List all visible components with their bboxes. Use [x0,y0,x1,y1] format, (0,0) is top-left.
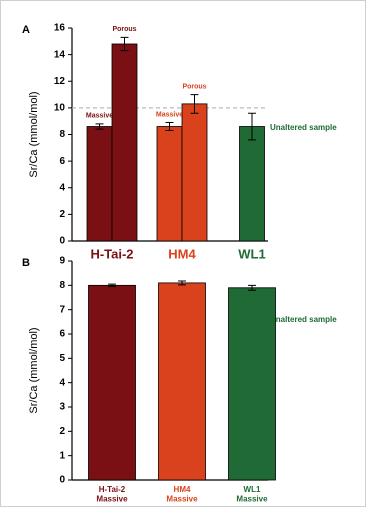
error-bar [165,122,174,132]
x-tick-label: H-Tai-2 [90,246,133,261]
panel-letter: A [22,24,30,36]
bar-label: Massive [156,111,183,118]
x-tick-label: HM4 [168,246,196,261]
x-tick-label: Massive [166,495,198,504]
y-tick-label: 8 [59,280,65,291]
y-axis-title: Sr/Ca (mmol/mol) [28,91,40,177]
y-tick-label: 0 [59,475,65,486]
bar [228,287,276,481]
bar [88,284,136,481]
y-tick-label: 9 [59,256,65,267]
y-tick-label: 0 [59,236,65,247]
bar-label: Porous [112,26,136,33]
y-tick-label: 6 [59,329,65,340]
y-tick-label: 4 [59,377,65,388]
y-tick-label: 16 [54,23,66,34]
y-axis-title: Sr/Ca (mmol/mol) [28,327,40,413]
x-tick-label: Massive [96,495,128,504]
y-tick-label: 10 [54,103,66,114]
error-bar [248,284,256,291]
x-tick-label: HM4 [174,485,191,494]
error-bar [120,36,129,52]
y-tick-label: 4 [59,182,65,193]
y-tick-label: 2 [59,209,65,220]
y-tick-label: 2 [59,426,65,437]
error-bar [190,94,199,114]
bar [156,126,183,242]
x-tick-label: WL1 [244,485,261,494]
bar-label: Massive [86,113,113,120]
error-bar [108,283,116,288]
y-tick-label: 8 [59,129,65,140]
bar [158,282,206,481]
error-bar [178,280,186,286]
bar [86,126,113,242]
bar-label: Porous [182,83,206,90]
y-tick-label: 12 [54,76,66,87]
y-tick-label: 7 [59,304,65,315]
y-tick-label: 1 [59,450,65,461]
y-tick-label: 5 [59,353,65,364]
panel-letter: B [22,257,30,269]
x-tick-label: H-Tai-2 [99,485,126,494]
y-tick-label: 3 [59,402,65,413]
error-bar [95,123,104,130]
bar [181,103,208,242]
bar [111,43,138,242]
error-bar [248,112,256,141]
y-tick-label: 14 [54,49,66,60]
x-tick-label: Massive [236,495,268,504]
bar [239,126,265,242]
annotation: Unaltered sample [270,315,337,324]
y-tick-label: 6 [59,156,65,167]
x-tick-label: WL1 [238,246,265,261]
annotation: Unaltered sample [270,123,337,132]
